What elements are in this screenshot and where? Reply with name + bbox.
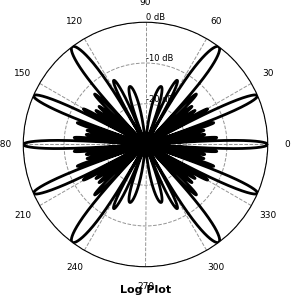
Text: Log Plot: Log Plot (120, 285, 171, 295)
